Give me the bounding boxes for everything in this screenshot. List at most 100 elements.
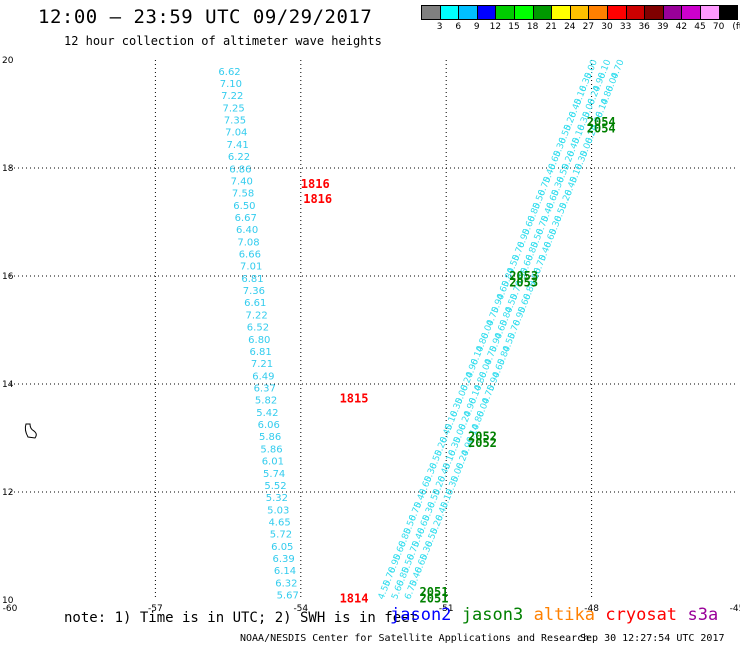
swh-value: 5.67 <box>277 591 299 602</box>
swh-value: 6.50 <box>233 201 255 212</box>
swh-value: 7.25 <box>222 103 244 114</box>
lat-tick-label: 20 <box>2 56 14 66</box>
footer-credit: NOAA/NESDIS Center for Satellite Applica… <box>240 633 590 644</box>
lon-tick-label: -45 <box>730 604 740 614</box>
swh-value: 6.66 <box>239 250 261 261</box>
scale-label: 9 <box>473 22 480 32</box>
swh-value: 7.36 <box>243 286 265 297</box>
page-subtitle: 12 hour collection of altimeter wave hei… <box>64 34 382 48</box>
pass-time-label: 1816 <box>301 177 330 191</box>
swh-value: 5.03 <box>267 505 289 516</box>
swh-value: 7.41 <box>227 140 249 151</box>
swh-value: 6.86 <box>229 164 251 175</box>
pass-time-label: 2054 <box>587 115 616 129</box>
swh-value: 5.32 <box>266 493 288 504</box>
wave-height-color-scale <box>421 5 739 20</box>
swh-value: 7.21 <box>251 359 273 370</box>
scale-label: 45 <box>694 22 706 32</box>
swh-value: 4.70 <box>610 58 627 81</box>
swh-value: 6.39 <box>273 554 295 565</box>
footer-timestamp: Sep 30 12:27:54 UTC 2017 <box>580 633 725 644</box>
swh-value: 5.74 <box>263 469 285 480</box>
swh-value: 6.40 <box>236 225 258 236</box>
swh-value: 5.42 <box>256 408 278 419</box>
pass-time-label: 1815 <box>340 392 369 406</box>
swh-value: 6.52 <box>247 323 269 334</box>
swh-value: 7.58 <box>232 189 254 200</box>
swh-value: 6.22 <box>228 152 250 163</box>
scale-label: 3 <box>436 22 443 32</box>
swh-value: 7.08 <box>237 237 259 248</box>
lat-tick-label: 16 <box>2 272 14 282</box>
swh-value: 6.67 <box>235 213 257 224</box>
swh-value: 7.10 <box>220 79 242 90</box>
pass-time-label: 2053 <box>509 269 538 283</box>
swh-value: 6.81 <box>241 274 263 285</box>
swh-value: 5.86 <box>259 432 281 443</box>
scale-label: 24 <box>564 22 576 32</box>
swh-value: 7.40 <box>231 176 253 187</box>
swh-value: 6.62 <box>218 67 240 78</box>
satellite-label: jason2 <box>390 605 452 625</box>
lon-tick-label: -60 <box>3 604 18 614</box>
pass-time-label: 2051 <box>420 585 449 599</box>
lat-tick-label: 14 <box>2 380 14 390</box>
diagonal-track: 5.606.805.506.705.406.605.306.505.206.40… <box>390 58 613 601</box>
pass-time-label: 2054 <box>587 122 616 136</box>
pass-time-label: 2052 <box>468 436 497 450</box>
scale-label: 30 <box>601 22 613 32</box>
swh-value: 7.35 <box>224 116 246 127</box>
swh-value: 6.80 <box>248 335 270 346</box>
swh-value: 5.86 <box>260 444 282 455</box>
footer-note: note: 1) Time is in UTC; 2) SWH is in fe… <box>64 610 419 626</box>
swh-value: 6.61 <box>244 298 266 309</box>
diagonal-track: 4.505.706.905.606.805.506.705.406.605.30… <box>377 58 600 601</box>
satellite-label: jason3 <box>461 605 524 625</box>
scale-label: 39 <box>657 22 669 32</box>
swh-value: 6.49 <box>252 371 274 382</box>
lon-tick-label: -51 <box>439 604 454 614</box>
swh-value: 5.52 <box>264 481 286 492</box>
pass-time-label: 1816 <box>303 192 332 206</box>
swh-value: 6.06 <box>258 420 280 431</box>
satellite-label: s3a <box>687 605 719 625</box>
swh-value: 7.22 <box>221 91 243 102</box>
scale-label: 15 <box>508 22 520 32</box>
lat-tick-label: 12 <box>2 488 13 498</box>
scale-label: 42 <box>675 22 688 32</box>
page-title: 12:00 — 23:59 UTC 09/29/2017 <box>38 6 373 28</box>
scale-label: 21 <box>545 22 557 32</box>
swh-value: 6.05 <box>271 542 293 553</box>
satellite-label: altika <box>533 605 596 625</box>
swh-value: 6.14 <box>274 566 296 577</box>
swh-value: 6.37 <box>254 384 276 395</box>
scale-label: 6 <box>455 22 462 32</box>
scale-label: 33 <box>619 22 632 32</box>
lon-tick-label: -48 <box>584 604 599 614</box>
diagonal-track: 6.705.406.605.306.505.206.405.106.305.00… <box>403 58 626 601</box>
swh-value: 6.32 <box>275 578 297 589</box>
lon-tick-label: -54 <box>293 604 308 614</box>
scale-cell <box>718 5 739 20</box>
lat-tick-label: 10 <box>2 596 14 606</box>
swh-value: 4.65 <box>268 518 290 529</box>
swh-value: 7.04 <box>225 128 247 139</box>
scale-label: (ft) <box>732 22 740 32</box>
swh-value: 5.82 <box>255 396 277 407</box>
satellite-label: cryosat <box>605 605 678 625</box>
swh-value: 7.01 <box>240 262 262 273</box>
lon-tick-label: -57 <box>148 604 163 614</box>
swh-value: 6.01 <box>262 457 284 468</box>
pass-time-label: 1814 <box>340 591 369 605</box>
swh-value: 5.72 <box>270 530 292 541</box>
island-outline <box>24 423 37 439</box>
scale-label: 12 <box>489 22 502 32</box>
pass-time-label: 2051 <box>420 591 449 605</box>
swh-value: 7.22 <box>245 310 267 321</box>
scale-label: 70 <box>712 22 725 32</box>
lat-tick-label: 18 <box>2 164 14 174</box>
scale-label: 18 <box>526 22 539 32</box>
scale-label: 36 <box>638 22 650 32</box>
